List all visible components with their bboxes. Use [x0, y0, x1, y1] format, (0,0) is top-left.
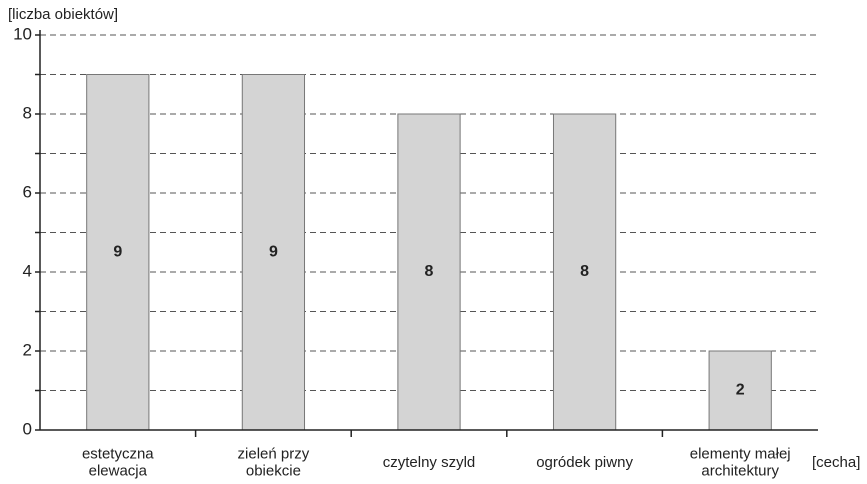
y-tick-label: 2 [23, 340, 32, 359]
x-tick-label-line: czytelny szyld [383, 454, 476, 471]
bar [241, 74, 306, 431]
value-label: 8 [425, 263, 434, 280]
bar [708, 350, 772, 431]
value-label: 9 [113, 243, 122, 260]
x-tick-label: czytelny szyld [383, 454, 476, 471]
y-tick-label: 0 [23, 419, 32, 438]
y-tick-label: 8 [23, 103, 32, 122]
x-tick-label-line: obiekcie [246, 462, 301, 479]
bar [397, 113, 461, 431]
x-tick-label: ogródek piwny [536, 454, 633, 471]
x-tick-label: zieleń przy obiekcie [238, 445, 310, 479]
value-label: 9 [269, 243, 278, 260]
x-tick-label-line: architektury [701, 462, 779, 479]
x-tick-label-line: elementy małej [690, 445, 791, 462]
y-tick-label: 6 [23, 182, 32, 201]
y-axis-label: [liczba obiektów] [8, 6, 118, 23]
value-label: 2 [736, 382, 745, 399]
x-tick-label-line: ogródek piwny [536, 454, 633, 471]
y-tick-label: 10 [13, 24, 32, 43]
x-tick-label: elementy małej architektury [690, 445, 791, 479]
x-axis-label: [cecha] [812, 454, 860, 471]
x-tick-label-line: zieleń przy [238, 445, 310, 462]
x-tick-label-line: estetyczna [82, 445, 154, 462]
x-tick-label-line: elewacja [89, 462, 148, 479]
value-label: 8 [580, 263, 589, 280]
bar [86, 74, 150, 431]
x-tick-label: estetyczna elewacja [82, 445, 154, 479]
y-tick-label: 4 [23, 261, 32, 280]
